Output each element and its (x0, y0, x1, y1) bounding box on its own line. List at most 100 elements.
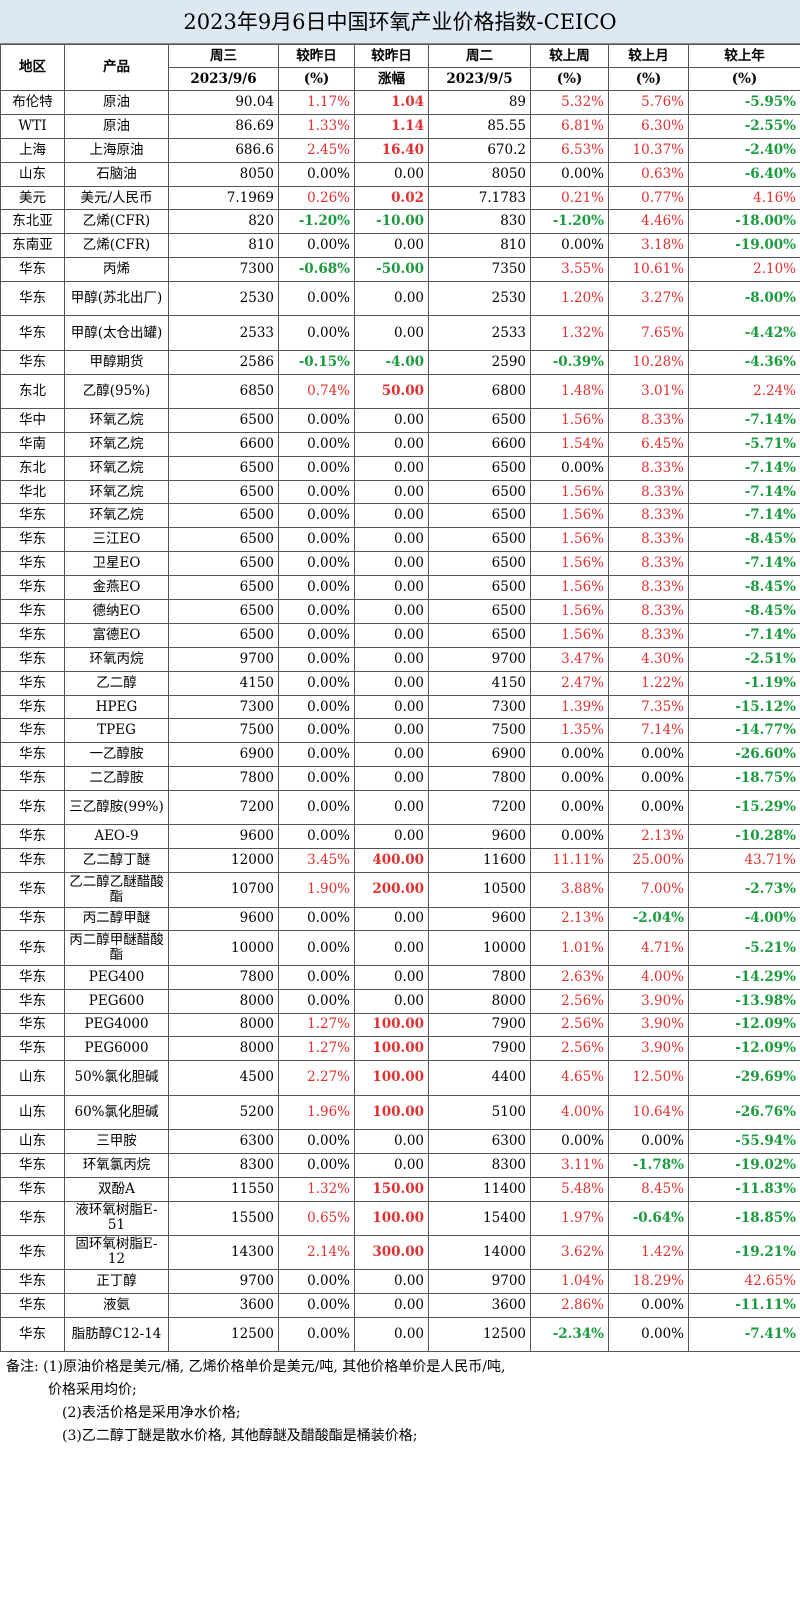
header-month-unit: (%) (608, 67, 689, 91)
region-cell: 华东 (0, 670, 65, 696)
table-row: 华东 甲醇期货 2586 -0.15% -4.00 2590 -0.39% 10.28% -4.… (0, 349, 800, 375)
region-cell: 华东 (0, 1234, 65, 1271)
wed-price-cell: 6500 (168, 527, 279, 553)
region-cell: 布伦特 (0, 90, 65, 115)
month-chg-cell: 0.77% (608, 185, 689, 211)
year-chg-cell: -26.60% (688, 742, 800, 768)
tue-price-cell: 9600 (428, 906, 531, 932)
table-row: 华东 脂肪醇C12-14 12500 0.00% 0.00 12500 -2.34% 0.00… (0, 1316, 800, 1353)
region-cell: 华东 (0, 575, 65, 601)
week-chg-cell: 3.11% (530, 1152, 609, 1178)
month-chg-cell: 8.45% (608, 1176, 689, 1202)
tue-price-cell: 11400 (428, 1176, 531, 1202)
week-chg-cell: 3.62% (530, 1234, 609, 1271)
table-row: 华东 PEG4000 8000 1.27% 100.00 7900 2.56% 3.90% -1… (0, 1012, 800, 1038)
chg-pct-cell: 2.45% (278, 137, 355, 163)
chg-pct-cell: 0.00% (278, 930, 355, 966)
region-cell: 华东 (0, 281, 65, 317)
region-cell: 华东 (0, 315, 65, 351)
product-cell: 环氧乙烷 (64, 407, 169, 433)
tue-price-cell: 830 (428, 209, 531, 235)
chg-amt-cell: 0.00 (354, 575, 429, 601)
table-row: 华东 三乙醇胺(99%) 7200 0.00% 0.00 7200 0.00% 0.00% -1… (0, 790, 800, 826)
chg-pct-cell: 0.00% (278, 161, 355, 187)
tue-price-cell: 6500 (428, 527, 531, 553)
year-chg-cell: -4.00% (688, 906, 800, 932)
region-cell: 华中 (0, 407, 65, 433)
region-cell: 华东 (0, 1293, 65, 1318)
table-row: 山东 石脑油 8050 0.00% 0.00 8050 0.00% 0.63% -6.40% (0, 161, 800, 187)
month-chg-cell: 2.13% (608, 824, 689, 850)
chg-pct-cell: 0.00% (278, 718, 355, 744)
region-cell: 华东 (0, 622, 65, 648)
chg-amt-cell: 100.00 (354, 1036, 429, 1062)
table-row: 华东 二乙醇胺 7800 0.00% 0.00 7800 0.00% 0.00% -18.75% (0, 766, 800, 792)
month-chg-cell: 8.33% (608, 527, 689, 553)
chg-amt-cell: 0.00 (354, 790, 429, 826)
chg-amt-cell: 0.00 (354, 527, 429, 553)
week-chg-cell: 2.56% (530, 988, 609, 1014)
chg-pct-cell: 0.00% (278, 1128, 355, 1154)
chg-amt-cell: 0.00 (354, 718, 429, 744)
month-chg-cell: 10.61% (608, 257, 689, 283)
week-chg-cell: 1.39% (530, 694, 609, 720)
product-cell: 正丁醇 (64, 1269, 169, 1295)
week-chg-cell: 1.56% (530, 479, 609, 505)
month-chg-cell: 8.33% (608, 479, 689, 505)
month-chg-cell: 7.14% (608, 718, 689, 744)
table-row: 华东 TPEG 7500 0.00% 0.00 7500 1.35% 7.14% -14.77% (0, 718, 800, 744)
wed-price-cell: 12500 (168, 1316, 279, 1353)
chg-pct-cell: 0.00% (278, 622, 355, 648)
region-cell: 华东 (0, 824, 65, 850)
tue-price-cell: 8050 (428, 161, 531, 187)
month-chg-cell: -0.64% (608, 1200, 689, 1236)
chg-amt-cell: 0.00 (354, 407, 429, 433)
chg-pct-cell: 0.00% (278, 1316, 355, 1353)
table-row: WTI 原油 86.69 1.33% 1.14 85.55 6.81% 6.30% -2.55% (0, 113, 800, 139)
header-product: 产品 (64, 44, 169, 91)
year-chg-cell: -8.45% (688, 599, 800, 624)
chg-pct-cell: 0.00% (278, 670, 355, 696)
table-row: 山东 三甲胺 6300 0.00% 0.00 6300 0.00% 0.00% -55.94% (0, 1128, 800, 1154)
chg-pct-cell: 0.74% (278, 373, 355, 409)
chg-amt-cell: 0.00 (354, 906, 429, 932)
chg-amt-cell: 0.02 (354, 185, 429, 211)
product-cell: 丙烯 (64, 257, 169, 283)
week-chg-cell: 2.56% (530, 1036, 609, 1062)
region-cell: 华东 (0, 646, 65, 672)
week-chg-cell: 1.01% (530, 930, 609, 966)
region-cell: 东北 (0, 455, 65, 481)
month-chg-cell: 3.18% (608, 233, 689, 259)
chg-pct-cell: 0.26% (278, 185, 355, 211)
table-row: 华东 丙二醇甲醚醋酸酯 10000 0.00% 0.00 10000 1.01% 4.71% -… (0, 930, 800, 966)
month-chg-cell: 0.63% (608, 161, 689, 187)
chg-amt-cell: 0.00 (354, 551, 429, 577)
product-cell: 美元/人民币 (64, 185, 169, 211)
chg-pct-cell: 0.00% (278, 503, 355, 529)
tue-price-cell: 6800 (428, 373, 531, 409)
product-cell: 上海原油 (64, 137, 169, 163)
product-cell: 三甲胺 (64, 1128, 169, 1154)
month-chg-cell: -1.78% (608, 1152, 689, 1178)
wed-price-cell: 6600 (168, 431, 279, 457)
wed-price-cell: 7200 (168, 790, 279, 826)
tue-price-cell: 7.1783 (428, 185, 531, 211)
chg-amt-cell: 0.00 (354, 1269, 429, 1295)
product-cell: 液环氧树脂E-51 (64, 1200, 169, 1236)
header-wed: 周三 (168, 44, 279, 68)
region-cell: 华东 (0, 349, 65, 375)
tue-price-cell: 7900 (428, 1012, 531, 1038)
product-cell: 甲醇(太仓出罐) (64, 315, 169, 351)
week-chg-cell: 0.00% (530, 742, 609, 768)
region-cell: 华东 (0, 742, 65, 768)
region-cell: 华东 (0, 930, 65, 966)
month-chg-cell: -2.04% (608, 906, 689, 932)
chg-amt-cell: 0.00 (354, 646, 429, 672)
region-cell: 华东 (0, 599, 65, 624)
year-chg-cell: -18.75% (688, 766, 800, 792)
tue-price-cell: 85.55 (428, 113, 531, 139)
year-chg-cell: 43.71% (688, 848, 800, 874)
product-cell: HPEG (64, 694, 169, 720)
wed-price-cell: 90.04 (168, 90, 279, 115)
year-chg-cell: -2.55% (688, 113, 800, 139)
